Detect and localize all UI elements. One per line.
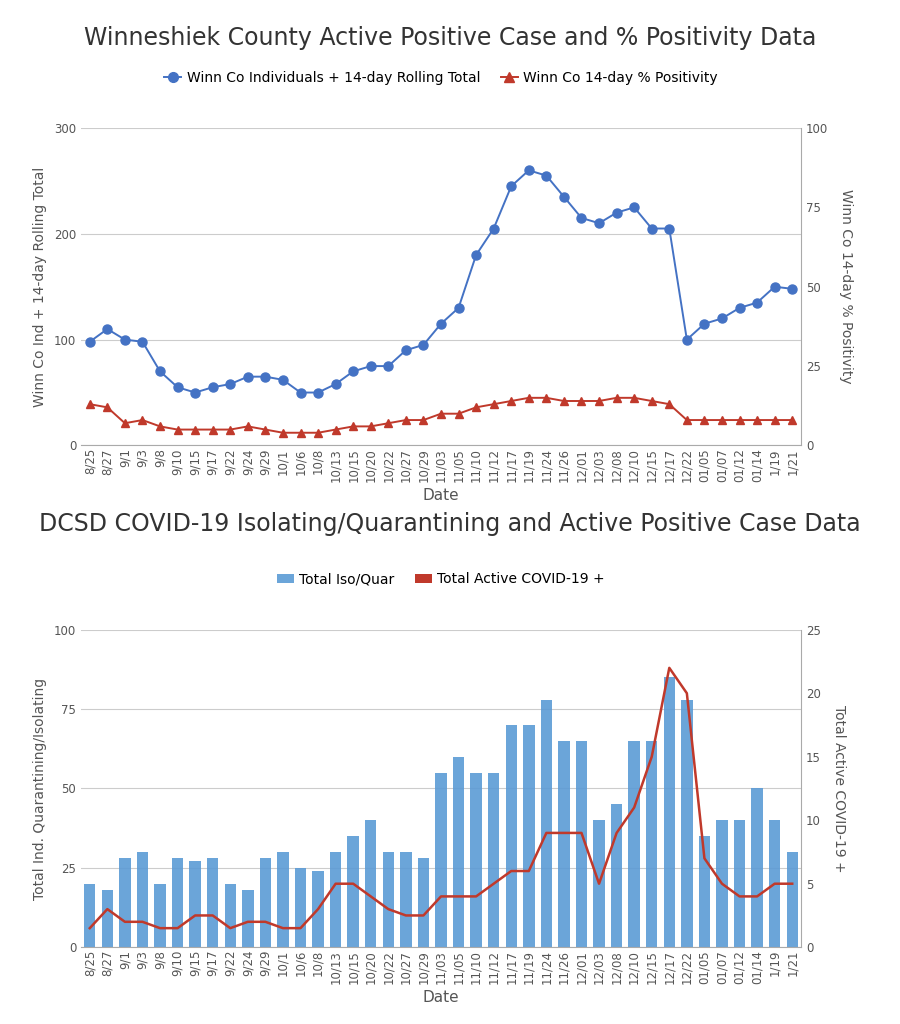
Bar [698,836,710,947]
Bar [541,699,552,947]
Bar [189,861,201,947]
Bar [400,852,411,947]
Bar [646,741,657,947]
Bar [347,836,359,947]
Legend: Winn Co Individuals + 14-day Rolling Total, Winn Co 14-day % Positivity: Winn Co Individuals + 14-day Rolling Tot… [158,66,724,90]
Bar [330,852,341,947]
Text: DCSD COVID-19 Isolating/Quarantining and Active Positive Case Data: DCSD COVID-19 Isolating/Quarantining and… [40,512,860,536]
Bar [663,678,675,947]
Bar [769,820,780,947]
Bar [137,852,148,947]
Bar [471,772,482,947]
Bar [681,699,693,947]
Bar [382,852,394,947]
Bar [207,858,219,947]
Bar [295,868,306,947]
Bar [787,852,798,947]
Bar [242,890,254,947]
Bar [154,884,166,947]
Bar [628,741,640,947]
Bar [576,741,587,947]
Y-axis label: Total Active COVID-19 +: Total Active COVID-19 + [832,705,846,872]
Bar [436,772,446,947]
Bar [453,757,464,947]
Bar [752,788,763,947]
Bar [225,884,236,947]
Bar [172,858,184,947]
Bar [119,858,130,947]
Bar [312,871,324,947]
Bar [102,890,113,947]
Y-axis label: Winn Co 14-day % Positivity: Winn Co 14-day % Positivity [839,189,853,384]
Bar [593,820,605,947]
Y-axis label: Winn Co Ind + 14-day Rolling Total: Winn Co Ind + 14-day Rolling Total [33,167,47,407]
Bar [611,805,622,947]
Y-axis label: Total Ind. Quarantining/Isolating: Total Ind. Quarantining/Isolating [33,678,47,899]
Bar [734,820,745,947]
Bar [418,858,429,947]
Bar [277,852,289,947]
Bar [84,884,95,947]
Bar [506,725,517,947]
X-axis label: Date: Date [423,989,459,1005]
Bar [260,858,271,947]
Legend: Total Iso/Quar, Total Active COVID-19 +: Total Iso/Quar, Total Active COVID-19 + [272,567,610,592]
Bar [365,820,376,947]
X-axis label: Date: Date [423,487,459,503]
Bar [488,772,500,947]
Text: Winneshiek County Active Positive Case and % Positivity Data: Winneshiek County Active Positive Case a… [84,26,816,49]
Bar [716,820,728,947]
Bar [523,725,535,947]
Bar [558,741,570,947]
